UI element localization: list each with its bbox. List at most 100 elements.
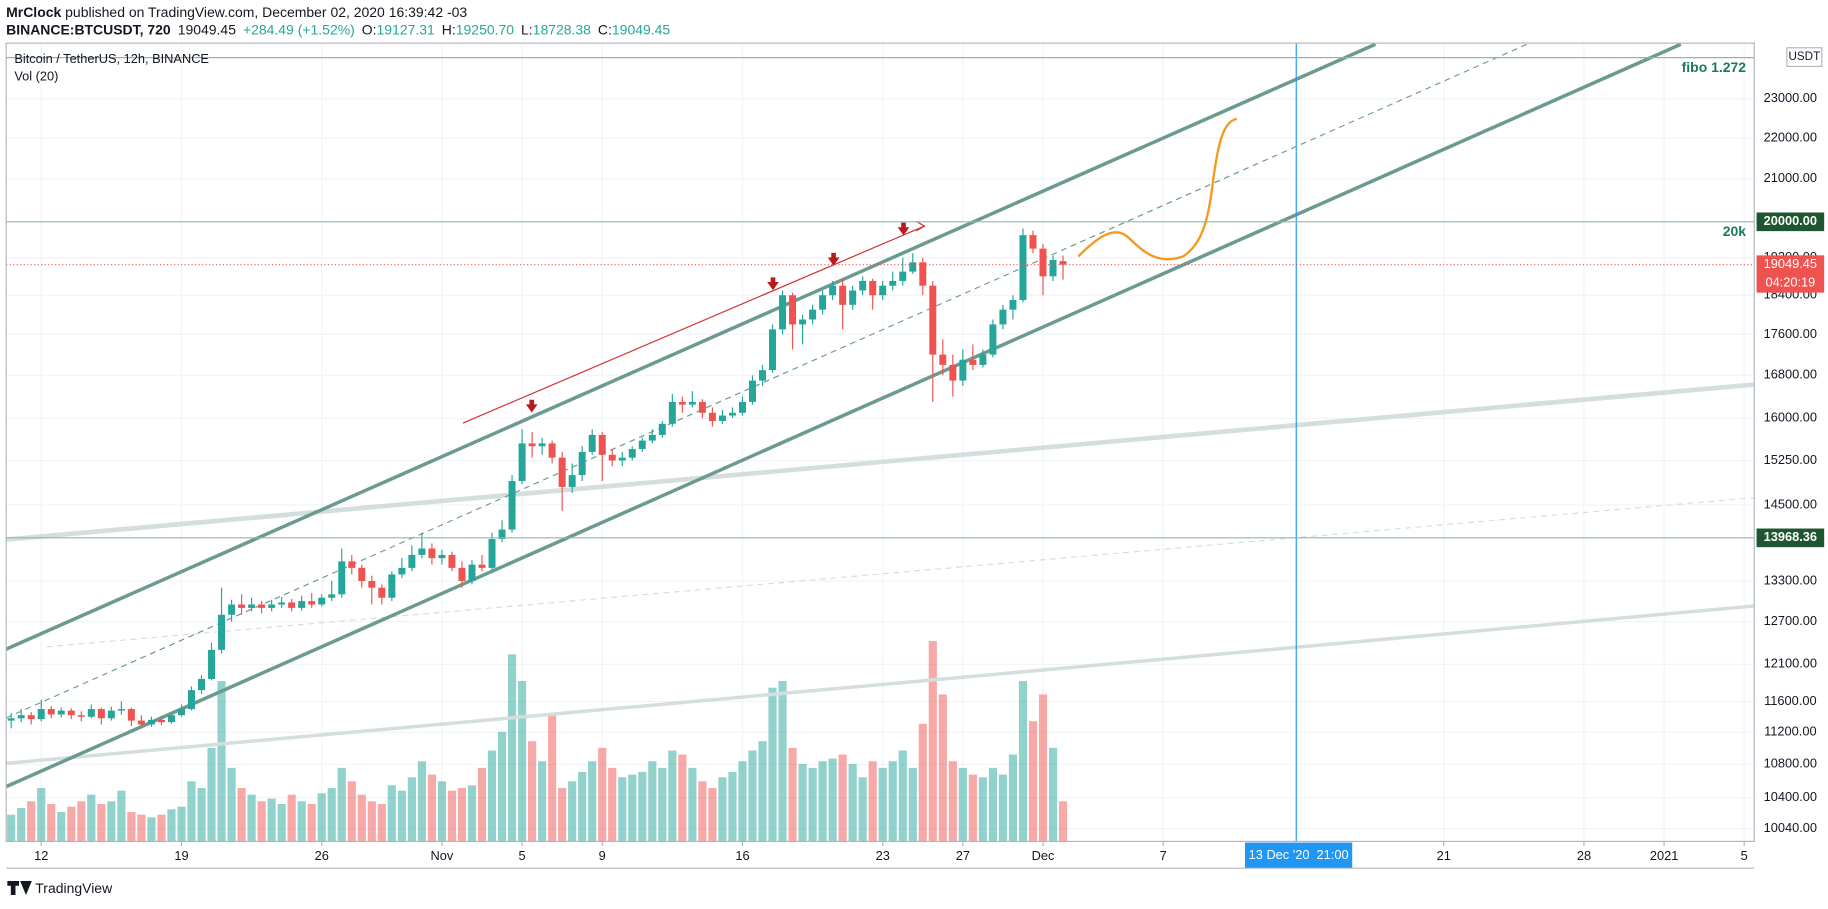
candle-body	[929, 285, 937, 355]
volume-bar	[247, 794, 256, 842]
arrow-head	[916, 220, 926, 232]
candle-body	[37, 709, 45, 720]
volume-bar	[447, 790, 457, 842]
volume-bar	[97, 803, 106, 842]
candle-body	[418, 548, 426, 555]
volume-bar	[37, 787, 46, 842]
candle-body	[268, 604, 276, 608]
symbol: BINANCE:BTCUSDT, 720	[6, 21, 171, 37]
volume-bar	[207, 747, 216, 842]
x-tick-label: Nov	[431, 848, 454, 863]
volume-bar	[678, 754, 687, 842]
volume-bar	[407, 777, 416, 842]
candle-body	[769, 329, 777, 371]
overlay: fibo 1.272 20k 20000.00 13968.36 19049.45 04:…	[6, 57, 1825, 869]
candle-body	[518, 443, 526, 481]
volume-bar	[57, 812, 66, 842]
candle-body	[278, 602, 286, 605]
volume-bar	[988, 767, 997, 842]
volume-bar	[67, 806, 76, 842]
channel-lower	[5, 42, 1682, 789]
volume-bar	[618, 777, 627, 842]
candle-body	[939, 354, 947, 365]
volume-bar	[628, 774, 637, 842]
volume-bar	[978, 777, 987, 842]
candle-body	[67, 710, 75, 716]
candle-body	[328, 594, 336, 598]
level-label: 20k	[1723, 223, 1747, 239]
volume-bar	[127, 812, 136, 842]
y-tick-label: 11200.00	[1764, 724, 1816, 739]
candle-body	[578, 451, 586, 476]
candle-body	[127, 709, 135, 721]
candle-body	[1049, 260, 1057, 277]
volume-bar	[1008, 754, 1018, 842]
candle-body	[157, 719, 165, 723]
volume-bar	[798, 763, 807, 842]
candle-body	[87, 709, 95, 717]
volume-bar	[477, 767, 487, 842]
y-tick-label: 10800.00	[1764, 756, 1817, 771]
resistance-line	[462, 225, 925, 424]
y-tick-label: 15250.00	[1764, 452, 1817, 467]
projection-curve	[1077, 117, 1238, 261]
candle-body	[478, 564, 486, 568]
candle-body	[799, 319, 807, 325]
candle-body	[107, 710, 115, 719]
volume-bar	[87, 794, 96, 842]
y-tick-label: 22000.00	[1764, 129, 1817, 144]
candle-body	[759, 370, 766, 381]
y-tick-label: 12100.00	[1764, 656, 1817, 671]
volume-bar	[487, 750, 497, 842]
candle-body	[678, 401, 686, 405]
volume-bar	[718, 777, 727, 842]
candle-body	[668, 401, 676, 424]
volume-bar	[828, 758, 837, 842]
volume-bar	[918, 723, 927, 842]
trend-line	[5, 382, 1755, 542]
x-tick-label: 7	[1160, 848, 1167, 863]
volume-bar	[457, 787, 467, 842]
candle-body	[819, 295, 827, 310]
volume-bar	[748, 750, 757, 842]
h: 19250.70	[456, 21, 514, 37]
y-tick-label: 14500.00	[1764, 496, 1817, 511]
candle-body	[348, 561, 356, 568]
currency: USDT	[1789, 50, 1821, 63]
candle-body	[218, 614, 226, 650]
candle-body	[658, 423, 666, 435]
candle-body	[17, 715, 25, 719]
candle-body	[608, 454, 616, 461]
volume-bar	[578, 771, 587, 842]
volume-bar	[698, 781, 707, 842]
volume-bar	[1048, 747, 1058, 842]
candle-body	[628, 449, 636, 458]
volume-bar	[868, 761, 877, 842]
volume-bar	[928, 640, 937, 842]
x-tick-label: 5	[1741, 848, 1748, 863]
volume-bar	[768, 687, 777, 842]
volume-bar	[467, 785, 477, 842]
volume-bar	[888, 761, 897, 842]
candle-body	[708, 412, 716, 422]
volume-bar	[137, 814, 146, 842]
volume-bar	[638, 771, 647, 842]
y-tick-label: 10400.00	[1764, 789, 1817, 804]
candle-body	[498, 529, 506, 540]
level-badge-label: 20000.00	[1764, 213, 1817, 228]
y-tick-label: 23000.00	[1764, 90, 1817, 105]
volume-bar	[287, 794, 296, 842]
x-tick-label: 28	[1577, 848, 1591, 863]
volume-bar	[277, 803, 286, 842]
candle-body	[408, 554, 416, 568]
x-tick-label: 9	[599, 848, 606, 863]
volume-bar	[147, 817, 156, 842]
candle-body	[308, 601, 316, 605]
grid: 10040.00 10400.00 10800.00 11200.00 11600.00…	[6, 43, 1817, 863]
volume-pane	[7, 640, 1068, 842]
volume-bar	[267, 798, 276, 842]
candle-body	[147, 719, 155, 725]
publish-line: MrClock published on TradingView.com, De…	[6, 4, 467, 20]
volume-title: Vol (20)	[14, 68, 58, 83]
volume-bar	[838, 754, 847, 842]
